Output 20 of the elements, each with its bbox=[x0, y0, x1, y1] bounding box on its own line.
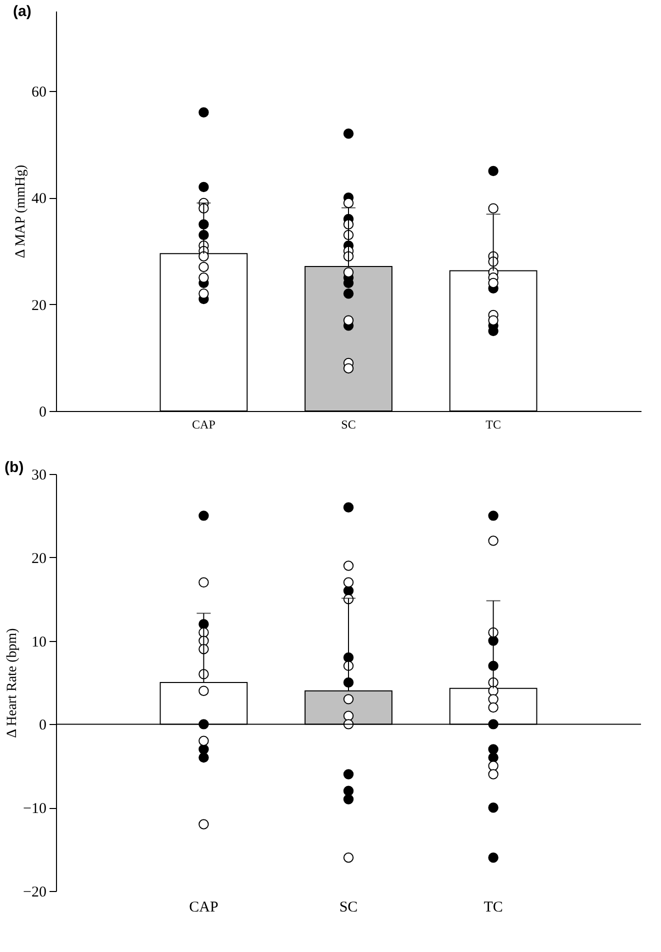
x-tick-label: SC bbox=[341, 418, 356, 432]
y-tick-label: −20 bbox=[23, 884, 46, 900]
x-tick-label: CAP bbox=[192, 418, 216, 432]
text: (b) bbox=[4, 459, 24, 476]
y-tick-label: 0 bbox=[39, 404, 46, 420]
y-tick-label: 60 bbox=[32, 84, 46, 100]
y-tick-label: 20 bbox=[32, 298, 46, 314]
x-tick-label: SC bbox=[339, 900, 358, 916]
y-tick-label: 0 bbox=[39, 718, 46, 734]
y-tick-label: 30 bbox=[32, 468, 46, 484]
x-tick-label: CAP bbox=[189, 900, 218, 916]
y-tick-label: 10 bbox=[32, 634, 46, 650]
x-tick-label: TC bbox=[486, 418, 501, 432]
x-tick-label: TC bbox=[484, 900, 503, 916]
y-axis-title: Δ MAP (mmHg) bbox=[14, 164, 28, 258]
y-axis-title: Δ Heart Rate (bpm) bbox=[5, 628, 20, 738]
y-tick-label: 40 bbox=[32, 191, 46, 208]
y-tick-label: 20 bbox=[32, 550, 46, 567]
y-tick-label: −10 bbox=[23, 801, 46, 818]
text: (a) bbox=[13, 3, 32, 20]
